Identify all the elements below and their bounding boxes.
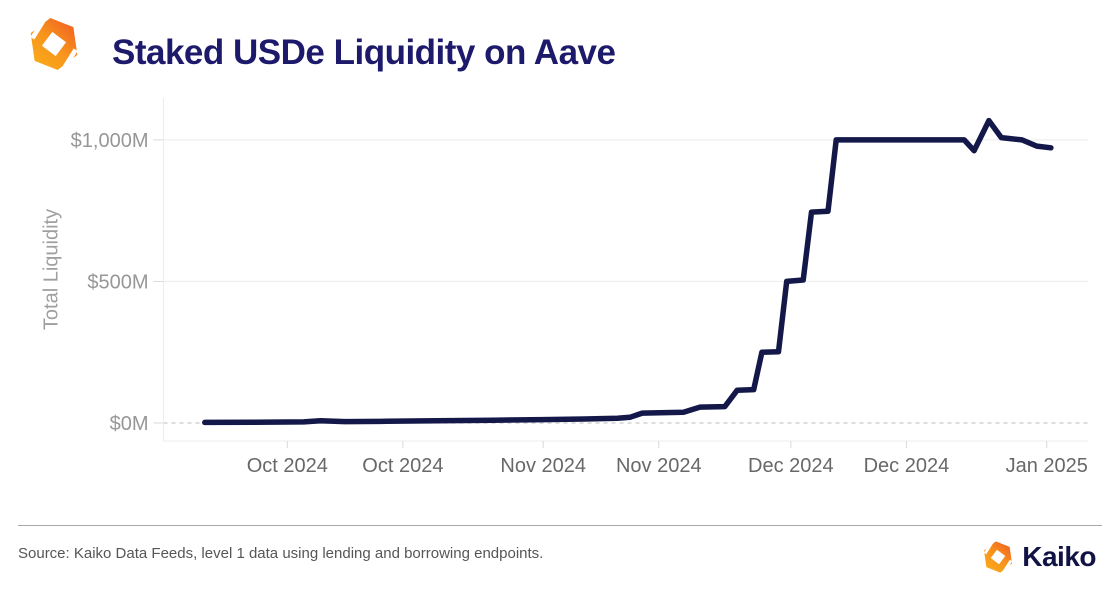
x-tick-label: Oct 2024 [247,455,328,477]
x-tick-label: Dec 2024 [748,455,834,477]
kaiko-logo-icon [30,14,78,74]
x-tick-label: Oct 2024 [362,455,443,477]
source-note: Source: Kaiko Data Feeds, level 1 data u… [18,545,544,562]
x-tick-label: Jan 2025 [1006,455,1088,477]
footer-brand: Kaiko [980,538,1096,576]
x-tick-label: Dec 2024 [864,455,950,477]
kaiko-logo-icon [984,539,1013,575]
y-tick-label: $500M [87,271,148,293]
x-tick-label: Nov 2024 [616,455,702,477]
page-title: Staked USDe Liquidity on Aave [112,33,616,72]
y-tick-label: $0M [110,413,149,435]
footer-divider [18,525,1102,526]
x-tick-label: Nov 2024 [500,455,586,477]
brand-wordmark: Kaiko [1022,541,1096,572]
y-tick-label: $1,000M [71,130,149,152]
liquidity-line-series [202,117,1054,426]
